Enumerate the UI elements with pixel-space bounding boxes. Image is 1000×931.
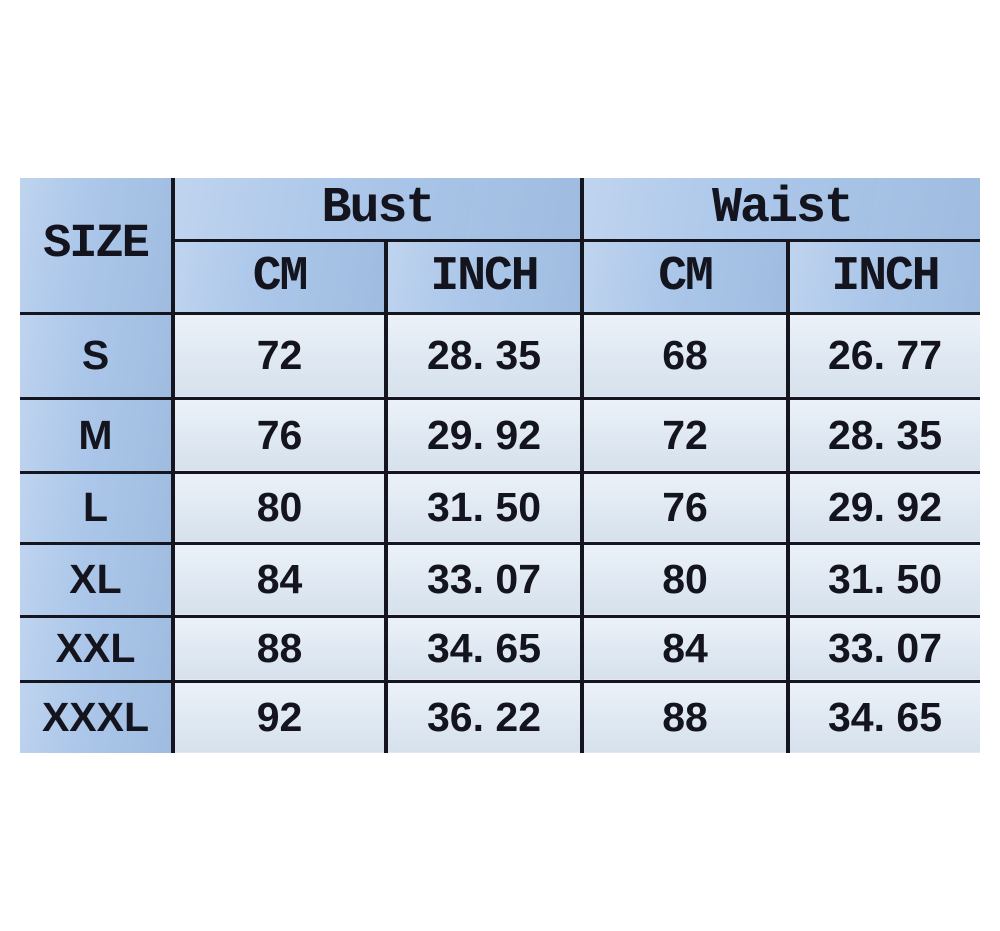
size-label: XL: [20, 541, 175, 618]
waist-cm-value: 84: [580, 614, 790, 683]
bust-inch-value: 34. 65: [384, 614, 584, 683]
unit-header-waist-inch: INCH: [786, 238, 980, 315]
waist-inch-value: 34. 65: [786, 679, 980, 753]
bust-cm-value: 76: [171, 396, 388, 474]
table-row: XL 84 33. 07 80 31. 50: [20, 541, 980, 618]
unit-header-row: CM INCH CM INCH: [20, 238, 980, 315]
size-label: L: [20, 470, 175, 545]
waist-inch-value: 29. 92: [786, 470, 980, 545]
bust-inch-value: 33. 07: [384, 541, 584, 618]
waist-cm-value: 68: [580, 311, 790, 400]
bust-cm-value: 80: [171, 470, 388, 545]
unit-header-bust-cm: CM: [173, 238, 388, 315]
bust-inch-value: 29. 92: [384, 396, 584, 474]
unit-header-bust-inch: INCH: [384, 238, 584, 315]
waist-cm-value: 80: [580, 541, 790, 618]
corner-header-size: SIZE: [20, 178, 175, 315]
waist-inch-value: 31. 50: [786, 541, 980, 618]
bust-cm-value: 92: [171, 679, 388, 753]
unit-header-waist-cm: CM: [580, 238, 790, 315]
size-label: M: [20, 396, 175, 474]
group-header-bust: Bust: [171, 178, 584, 242]
size-chart-table: SIZE Bust Waist CM INCH CM INCH S 72 28.…: [20, 178, 980, 753]
waist-cm-value: 88: [580, 679, 790, 753]
table-row: M 76 29. 92 72 28. 35: [20, 396, 980, 474]
table-row: XXXL 92 36. 22 88 34. 65: [20, 679, 980, 753]
size-label: XXXL: [20, 679, 175, 753]
bust-cm-value: 84: [171, 541, 388, 618]
table-row: XXL 88 34. 65 84 33. 07: [20, 614, 980, 683]
bust-inch-value: 31. 50: [384, 470, 584, 545]
size-label: S: [20, 311, 175, 400]
size-label: XXL: [20, 614, 175, 683]
bust-inch-value: 36. 22: [384, 679, 584, 753]
waist-inch-value: 33. 07: [786, 614, 980, 683]
bust-cm-value: 72: [171, 311, 388, 400]
waist-inch-value: 28. 35: [786, 396, 980, 474]
group-header-waist: Waist: [580, 178, 980, 242]
waist-inch-value: 26. 77: [786, 311, 980, 400]
waist-cm-value: 76: [580, 470, 790, 545]
bust-inch-value: 28. 35: [384, 311, 584, 400]
table-row: L 80 31. 50 76 29. 92: [20, 470, 980, 545]
bust-cm-value: 88: [171, 614, 388, 683]
waist-cm-value: 72: [580, 396, 790, 474]
group-header-row: SIZE Bust Waist: [20, 178, 980, 315]
table-row: S 72 28. 35 68 26. 77: [20, 311, 980, 400]
